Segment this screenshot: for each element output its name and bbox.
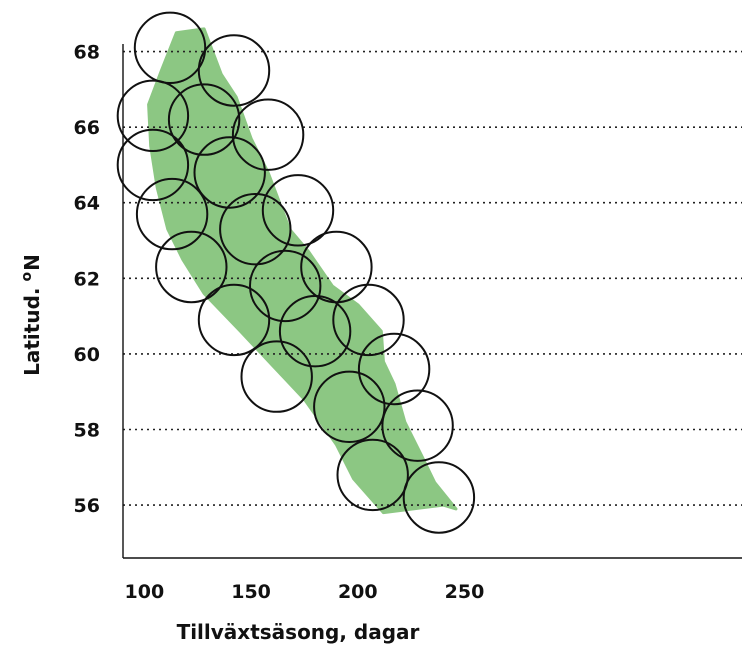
axes bbox=[122, 44, 742, 559]
circle-marker bbox=[219, 193, 292, 266]
y-axis-label: Latitud. bbox=[20, 288, 44, 376]
circle-marker bbox=[261, 174, 335, 247]
y-tick-labels: 56 58 60 62 64 66 68 bbox=[74, 42, 100, 518]
circle-marker bbox=[402, 461, 476, 534]
x-tick-label: 200 bbox=[338, 581, 378, 603]
y-tick-label: 62 bbox=[74, 268, 100, 290]
y-tick-label: 56 bbox=[74, 495, 100, 517]
circle-marker bbox=[231, 98, 305, 171]
x-tick-label: 100 bbox=[125, 581, 165, 603]
circle-marker bbox=[336, 438, 409, 512]
circle-marker bbox=[313, 370, 386, 443]
y-axis-direction: N bbox=[20, 254, 44, 271]
x-axis-title: Tillväxtsäsong, dagar bbox=[177, 620, 420, 644]
circle-markers bbox=[116, 11, 476, 534]
circle-marker bbox=[116, 128, 190, 202]
circle-marker bbox=[193, 136, 266, 209]
x-tick-label: 150 bbox=[231, 581, 271, 603]
y-axis-title: Latitud. oN bbox=[19, 254, 44, 376]
circle-marker bbox=[278, 295, 352, 368]
circle-marker bbox=[197, 34, 271, 107]
circle-marker bbox=[381, 389, 454, 462]
circle-marker bbox=[332, 283, 405, 357]
y-tick-label: 60 bbox=[74, 344, 100, 366]
y-tick-label: 66 bbox=[74, 117, 100, 139]
circle-marker bbox=[135, 177, 209, 251]
y-axis-degree: o bbox=[19, 272, 35, 282]
x-tick-label: 250 bbox=[445, 581, 485, 603]
circle-marker bbox=[357, 332, 431, 406]
circle-marker bbox=[249, 249, 322, 323]
circle-marker bbox=[155, 230, 228, 304]
circle-marker bbox=[240, 340, 313, 413]
y-tick-label: 58 bbox=[74, 420, 100, 442]
circle-marker bbox=[133, 11, 207, 84]
circle-marker bbox=[116, 79, 190, 153]
circle-marker bbox=[167, 83, 241, 156]
y-tick-label: 68 bbox=[74, 42, 100, 64]
y-tick-label: 64 bbox=[74, 193, 100, 215]
circle-marker bbox=[197, 283, 271, 357]
x-tick-labels: 100 150 200 250 bbox=[125, 581, 485, 603]
